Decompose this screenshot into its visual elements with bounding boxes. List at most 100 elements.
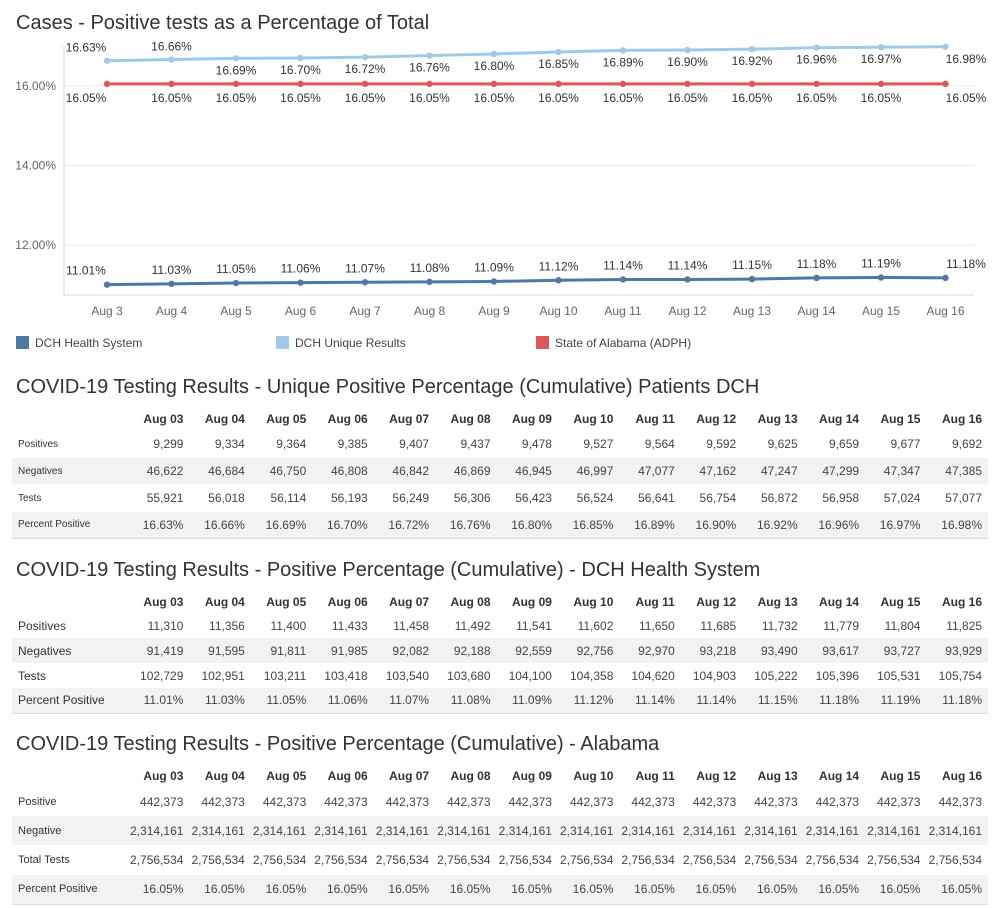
data-point bbox=[877, 80, 885, 88]
table-cell: 11,685 bbox=[700, 618, 737, 633]
table-cell: 46,750 bbox=[250, 458, 313, 484]
legend-item-dch-unique-results[interactable]: DCH Unique Results bbox=[276, 336, 406, 350]
data-point bbox=[361, 80, 369, 88]
data-label: 11.03% bbox=[152, 263, 192, 277]
data-point bbox=[297, 80, 304, 88]
data-point bbox=[426, 278, 433, 286]
row-label: Negatives bbox=[12, 638, 128, 663]
data-point bbox=[942, 274, 949, 282]
table-cell: 11,356 bbox=[209, 618, 245, 633]
data-point bbox=[877, 43, 885, 51]
table-cell: 56,872 bbox=[760, 491, 798, 505]
column-header: Aug 14 bbox=[819, 769, 860, 783]
data-label: 16.89% bbox=[603, 55, 644, 69]
legend-label: DCH Unique Results bbox=[295, 336, 406, 350]
data-label: 16.97% bbox=[861, 52, 902, 66]
data-point bbox=[813, 44, 820, 51]
data-point bbox=[426, 80, 433, 88]
chart-title: Cases - Positive tests as a Percentage o… bbox=[16, 12, 430, 34]
legend-item-state-of-alabama[interactable]: State of Alabama (ADPH) bbox=[536, 336, 691, 350]
data-point bbox=[684, 276, 691, 283]
table-cell: 16.05% bbox=[496, 875, 558, 905]
table-cell: 442,373 bbox=[631, 794, 675, 809]
data-label: 11.15% bbox=[732, 258, 772, 272]
table-cell: 442,373 bbox=[324, 794, 368, 809]
table-cell: 9,385 bbox=[337, 437, 368, 451]
series-line bbox=[106, 275, 946, 287]
table-cell: 442,373 bbox=[140, 794, 184, 809]
data-label: 16.96% bbox=[796, 53, 837, 67]
table-cell: 442,373 bbox=[754, 794, 798, 809]
table-cell: 11.01% bbox=[128, 688, 190, 714]
legend-swatch bbox=[536, 336, 549, 349]
data-label: 16.05% bbox=[66, 91, 107, 105]
table-cell: 16.05% bbox=[680, 875, 743, 905]
table-cell: 2,314,161 bbox=[189, 816, 251, 845]
row-label: Negatives bbox=[12, 458, 128, 484]
row-label: Percent Positive bbox=[12, 512, 128, 539]
column-header: Aug 04 bbox=[204, 595, 245, 609]
table-dch-health-system: Aug 03 Aug 04 Aug 05 Aug 06 Aug 07 Aug 08 Aug … bbox=[12, 591, 988, 714]
data-point bbox=[103, 80, 111, 88]
column-header: Aug 05 bbox=[266, 412, 307, 426]
data-label: 16.76% bbox=[409, 61, 450, 75]
table-cell: 11.15% bbox=[742, 688, 804, 714]
data-point bbox=[748, 275, 756, 283]
table-row: Negatives 91,419 91,595 91,811 91,985 92,082 9… bbox=[12, 638, 988, 663]
table-cell: 92,188 bbox=[435, 638, 497, 663]
table-cell: 91,419 bbox=[128, 638, 190, 663]
table-cell: 9,364 bbox=[276, 437, 307, 451]
column-header: Aug 11 bbox=[635, 412, 675, 426]
data-label: 11.14% bbox=[668, 258, 708, 272]
data-label: 16.05% bbox=[732, 91, 773, 105]
table-cell: 442,373 bbox=[938, 794, 982, 809]
table-cell: 9,437 bbox=[460, 437, 491, 451]
table-cell: 11.07% bbox=[373, 688, 436, 714]
table-cell: 93,617 bbox=[803, 638, 866, 663]
data-label: 16.05% bbox=[409, 91, 450, 105]
x-tick-label: Aug 10 bbox=[539, 304, 577, 318]
data-point bbox=[361, 53, 369, 61]
table-cell: 46,869 bbox=[435, 458, 497, 484]
table-row: Positive 442,373 442,373 442,373 442,373 442,… bbox=[12, 787, 988, 816]
y-tick-label: 12.00% bbox=[15, 238, 56, 252]
data-label: 11.18% bbox=[946, 257, 986, 271]
row-label: Negative bbox=[12, 816, 128, 845]
legend-item-dch-health-system[interactable]: DCH Health System bbox=[16, 336, 142, 350]
table-cell: 2,756,534 bbox=[191, 853, 245, 867]
table-cell: 2,314,161 bbox=[128, 816, 190, 845]
data-label: 11.18% bbox=[797, 257, 837, 271]
table-cell: 11,602 bbox=[577, 618, 614, 633]
table-alabama: Aug 03 Aug 04 Aug 05 Aug 06 Aug 07 Aug 08 Aug … bbox=[12, 765, 988, 905]
table-cell: 11,433 bbox=[331, 618, 368, 633]
column-header: Aug 03 bbox=[143, 412, 184, 426]
data-point bbox=[942, 43, 949, 50]
table-cell: 102,951 bbox=[201, 668, 245, 683]
table-cell: 11.19% bbox=[865, 688, 927, 714]
data-point bbox=[813, 80, 820, 88]
table-cell: 56,423 bbox=[515, 491, 552, 505]
table-cell: 46,945 bbox=[496, 458, 558, 484]
column-header: Aug 11 bbox=[635, 769, 675, 783]
data-point bbox=[490, 278, 498, 285]
table-cell: 2,314,161 bbox=[742, 816, 804, 845]
table-cell: 16.69% bbox=[250, 512, 313, 539]
table-row: Negative 2,314,161 2,314,161 2,314,161 2,314… bbox=[12, 816, 988, 845]
table-cell: 93,218 bbox=[680, 638, 743, 663]
table-row: Total Tests 2,756,534 2,756,534 2,756,534 2,… bbox=[12, 845, 988, 875]
table-cell: 16.05% bbox=[189, 875, 251, 905]
table-cell: 93,490 bbox=[742, 638, 804, 663]
data-point bbox=[490, 50, 498, 58]
table-cell: 442,373 bbox=[569, 794, 614, 809]
x-tick-label: Aug 14 bbox=[797, 304, 835, 318]
table-cell: 16.05% bbox=[250, 875, 313, 905]
data-label: 16.05% bbox=[538, 91, 579, 105]
table-cell: 442,373 bbox=[385, 794, 430, 809]
table-cell: 2,756,534 bbox=[928, 853, 982, 867]
data-label: 16.05% bbox=[151, 91, 192, 105]
table-cell: 16.05% bbox=[742, 875, 804, 905]
table-row: Tests 102,729 102,951 103,211 103,418 103,540… bbox=[12, 663, 988, 688]
data-label: 16.69% bbox=[216, 63, 257, 77]
table-cell: 2,756,534 bbox=[621, 853, 675, 867]
column-header: Aug 15 bbox=[880, 595, 921, 609]
